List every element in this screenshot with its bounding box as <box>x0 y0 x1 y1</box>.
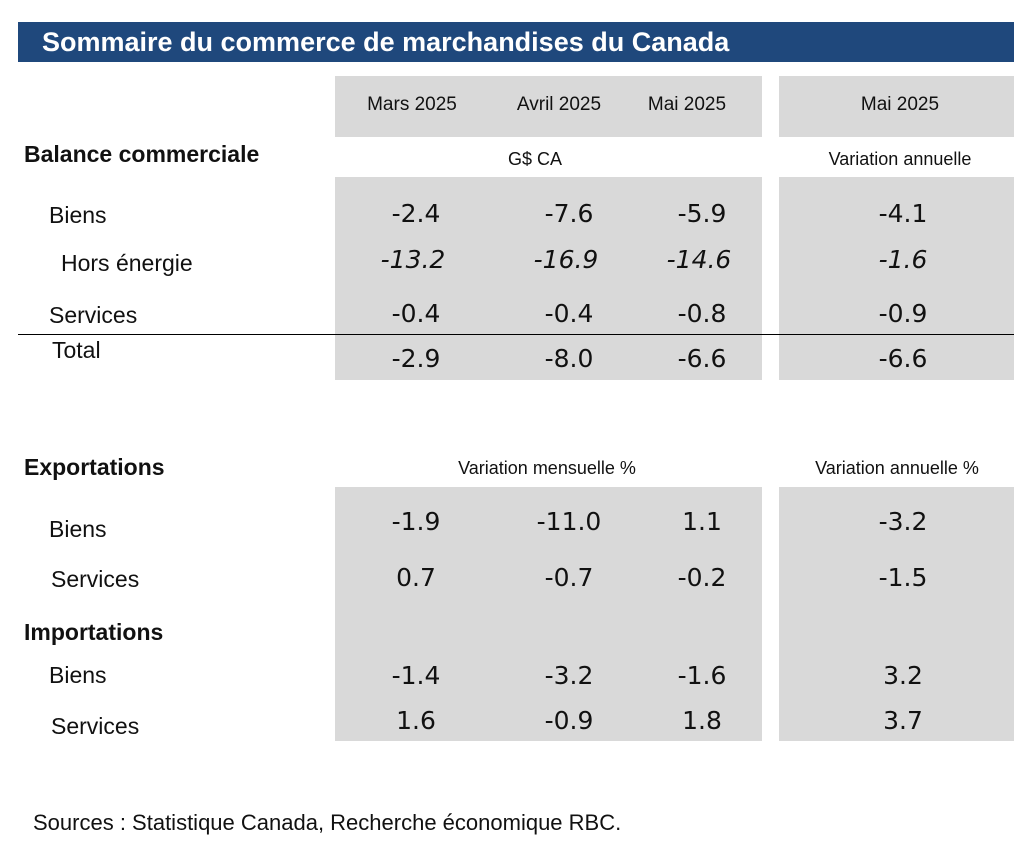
balance-total-avril: -8.0 <box>544 344 594 373</box>
exports-services-mars: 0.7 <box>396 563 436 592</box>
source-note: Sources : Statistique Canada, Recherche … <box>33 810 622 835</box>
imports-services-mars: 1.6 <box>396 706 436 735</box>
balance-shade-monthly <box>335 177 762 380</box>
exports-biens-avril: -11.0 <box>536 507 602 536</box>
exports-services-annual: -1.5 <box>878 563 928 592</box>
exports-heading: Exportations <box>24 454 165 480</box>
row-label-imports-biens: Biens <box>49 662 107 688</box>
column-header-mai: Mai 2025 <box>647 94 727 115</box>
balance-hors-energie-avril: -16.9 <box>533 245 599 274</box>
exports-services-mai: -0.2 <box>677 563 727 592</box>
header-shade-annual <box>779 76 1014 137</box>
balance-biens-avril: -7.6 <box>544 199 594 228</box>
balance-unit: G$ CA <box>507 149 563 169</box>
balance-total-mai: -6.6 <box>677 344 727 373</box>
page-title: Sommaire du commerce de marchandises du … <box>42 27 730 57</box>
total-divider <box>18 334 1014 335</box>
imports-services-mai: 1.8 <box>682 706 722 735</box>
row-label-exports-biens: Biens <box>49 516 107 542</box>
exports-biens-annual: -3.2 <box>878 507 928 536</box>
exports-services-avril: -0.7 <box>544 563 594 592</box>
column-header-mars: Mars 2025 <box>367 94 457 115</box>
balance-shade-annual <box>779 177 1014 380</box>
trade-shade-annual <box>779 487 1014 741</box>
imports-heading: Importations <box>24 619 164 645</box>
balance-total-annual: -6.6 <box>878 344 928 373</box>
balance-annual-label: Variation annuelle <box>828 149 972 169</box>
row-label-hors-energie: Hors énergie <box>61 250 193 276</box>
balance-heading: Balance commerciale <box>24 141 260 167</box>
balance-total-mars: -2.9 <box>391 344 441 373</box>
balance-hors-energie-annual: -1.6 <box>878 245 928 274</box>
exports-annual-label: Variation annuelle % <box>815 458 979 478</box>
column-header-avril: Avril 2025 <box>516 94 602 115</box>
title-bar <box>18 22 1014 62</box>
imports-services-avril: -0.9 <box>544 706 594 735</box>
balance-biens-mai: -5.9 <box>677 199 727 228</box>
balance-biens-mars: -2.4 <box>391 199 441 228</box>
balance-biens-annual: -4.1 <box>878 199 928 228</box>
balance-services-avril: -0.4 <box>544 299 594 328</box>
row-label-biens: Biens <box>49 202 107 228</box>
balance-services-mars: -0.4 <box>391 299 441 328</box>
imports-services-annual: 3.7 <box>883 706 923 735</box>
imports-biens-avril: -3.2 <box>544 661 594 690</box>
imports-biens-mai: -1.6 <box>677 661 727 690</box>
imports-biens-annual: 3.2 <box>883 661 923 690</box>
exports-biens-mai: 1.1 <box>682 507 722 536</box>
balance-services-mai: -0.8 <box>677 299 727 328</box>
trade-shade-monthly <box>335 487 762 741</box>
balance-hors-energie-mai: -14.6 <box>666 245 732 274</box>
row-label-exports-services: Services <box>51 566 140 592</box>
exports-biens-mars: -1.9 <box>391 507 441 536</box>
header-shade-monthly <box>335 76 762 137</box>
row-label-imports-services: Services <box>51 713 140 739</box>
column-header-annual: Mai 2025 <box>860 94 940 115</box>
row-label-total: Total <box>52 337 101 363</box>
balance-hors-energie-mars: -13.2 <box>380 245 446 274</box>
exports-monthly-label: Variation mensuelle % <box>458 458 636 478</box>
balance-services-annual: -0.9 <box>878 299 928 328</box>
row-label-services: Services <box>49 302 138 328</box>
imports-biens-mars: -1.4 <box>391 661 441 690</box>
